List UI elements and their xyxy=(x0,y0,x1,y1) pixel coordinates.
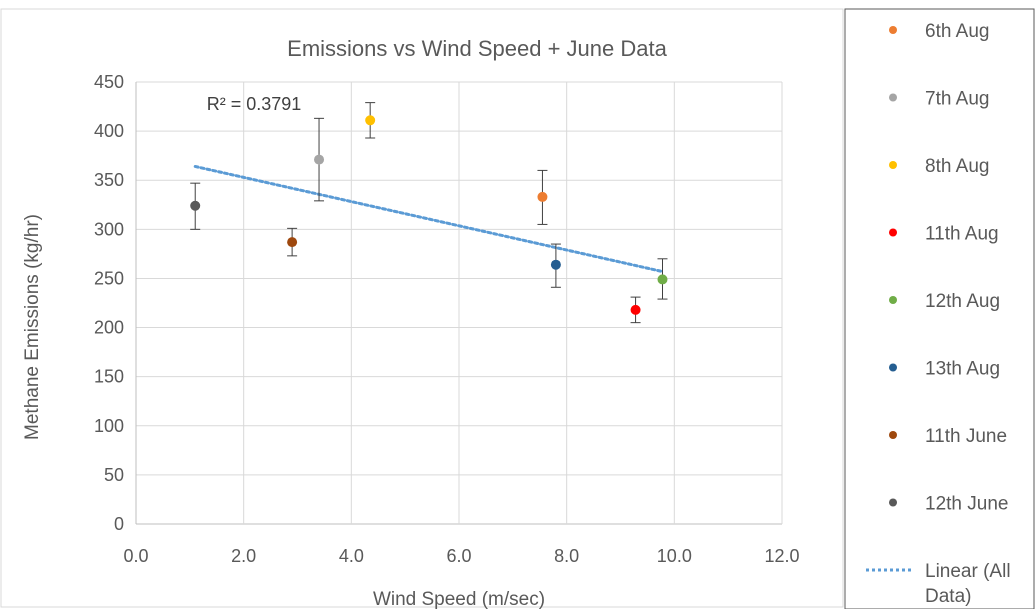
x-tick-label: 10.0 xyxy=(657,546,692,566)
data-point xyxy=(537,191,548,202)
legend-entry: 12th June xyxy=(925,494,1008,515)
y-tick-label: 200 xyxy=(94,318,124,338)
legend-entry: 12th Aug xyxy=(925,291,1000,312)
y-tick-label: 300 xyxy=(94,219,124,239)
y-tick-label: 100 xyxy=(94,416,124,436)
legend-marker xyxy=(889,228,897,237)
data-points xyxy=(190,102,668,324)
legend-entry-trendline: Linear (All xyxy=(925,561,1011,582)
chart-area-border xyxy=(0,8,844,608)
data-point xyxy=(550,259,561,270)
legend: 6th Aug 7th Aug 8th Aug 11th Aug 12th Aug 13t… xyxy=(866,21,1011,607)
x-tick-label: 8.0 xyxy=(554,546,579,566)
y-tick-label: 350 xyxy=(94,170,124,190)
legend-entry: 8th Aug xyxy=(925,156,989,177)
series-11th-aug xyxy=(630,296,641,324)
gridlines xyxy=(135,81,783,525)
legend-entry: 11th Aug xyxy=(925,224,999,245)
legend-marker xyxy=(889,161,897,169)
y-tick-label: 400 xyxy=(94,121,124,141)
x-axis-label: Wind Speed (m/sec) xyxy=(373,589,545,609)
legend-entry: 6th Aug xyxy=(925,21,989,42)
legend-marker xyxy=(889,363,897,372)
data-point xyxy=(365,115,376,126)
series-8th-aug xyxy=(365,102,376,139)
x-tick-label: 2.0 xyxy=(231,546,256,566)
y-tick-label: 150 xyxy=(94,367,124,387)
series-12th-aug xyxy=(657,258,668,300)
legend-entry: 13th Aug xyxy=(925,359,1000,380)
y-axis-ticks: 0 50 100 150 200 250 300 350 400 450 xyxy=(94,72,124,534)
series-6th-aug xyxy=(537,169,548,225)
series-12th-june xyxy=(190,182,201,230)
series-7th-aug xyxy=(314,117,325,202)
legend-marker xyxy=(889,93,897,102)
data-point xyxy=(190,200,201,211)
series-13th-aug xyxy=(550,243,561,288)
legend-box xyxy=(844,8,1035,609)
data-point xyxy=(314,154,325,165)
r-squared-annotation: R² = 0.3791 xyxy=(207,94,302,114)
y-tick-label: 0 xyxy=(114,514,124,534)
legend-marker xyxy=(889,26,897,34)
legend-entry: 11th June xyxy=(925,426,1007,447)
trendline xyxy=(193,164,664,274)
data-point xyxy=(287,237,298,248)
trendline-layer xyxy=(193,164,664,274)
y-axis-label: Methane Emissions (kg/hr) xyxy=(22,214,43,440)
y-tick-label: 450 xyxy=(94,72,124,92)
legend-entry-trendline-cont: Data) xyxy=(925,586,971,607)
data-point xyxy=(630,304,641,315)
chart-title: Emissions vs Wind Speed + June Data xyxy=(287,36,667,61)
y-tick-label: 250 xyxy=(94,268,124,288)
x-axis-ticks: 0.0 2.0 4.0 6.0 8.0 10.0 12.0 xyxy=(123,546,799,566)
x-tick-label: 0.0 xyxy=(123,546,148,566)
series-11th-june xyxy=(287,227,298,257)
x-tick-label: 6.0 xyxy=(446,546,471,566)
y-tick-label: 50 xyxy=(104,465,124,485)
legend-marker xyxy=(889,431,897,439)
x-tick-label: 4.0 xyxy=(339,546,364,566)
x-tick-label: 12.0 xyxy=(764,546,799,566)
legend-marker xyxy=(889,296,897,304)
data-point xyxy=(657,274,668,285)
legend-entry: 7th Aug xyxy=(925,89,989,110)
legend-marker xyxy=(889,498,897,507)
